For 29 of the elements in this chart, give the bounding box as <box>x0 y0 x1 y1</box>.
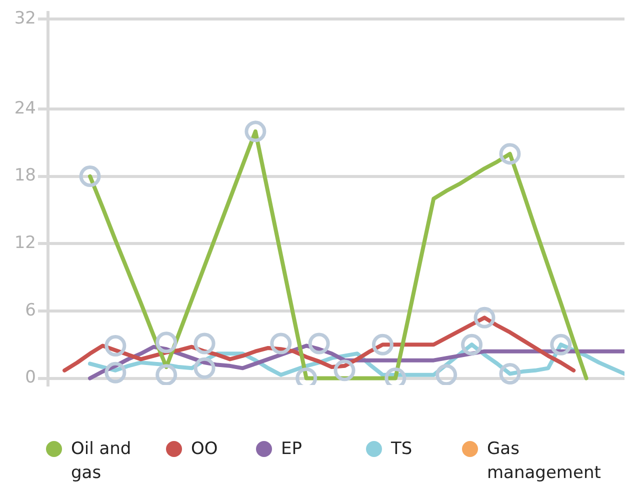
y-tick-label: 32 <box>14 8 36 29</box>
point <box>308 332 330 354</box>
y-tick-label: 12 <box>14 233 36 254</box>
point <box>104 334 126 356</box>
y-tick-label: 24 <box>14 98 36 118</box>
point <box>372 334 394 356</box>
point <box>461 334 483 356</box>
point <box>550 334 572 356</box>
legend-label: TS <box>391 438 412 461</box>
point <box>194 357 216 379</box>
legend-label: Oil and gas <box>71 438 132 485</box>
legend-label: OO <box>191 438 218 461</box>
y-tick-label: 18 <box>14 166 36 186</box>
point <box>156 332 178 354</box>
point <box>334 360 356 382</box>
y-tick-label: 0 <box>25 368 36 388</box>
point <box>499 363 521 385</box>
point <box>244 120 266 142</box>
point <box>194 332 216 354</box>
point <box>156 364 178 385</box>
legend-label: EP <box>281 438 302 461</box>
point <box>436 364 458 385</box>
point <box>474 306 496 328</box>
point <box>270 332 292 354</box>
point <box>79 166 101 188</box>
point <box>104 362 126 384</box>
y-tick-label: 6 <box>25 300 36 320</box>
point <box>499 143 521 165</box>
legend-label: Gas management <box>487 438 602 485</box>
